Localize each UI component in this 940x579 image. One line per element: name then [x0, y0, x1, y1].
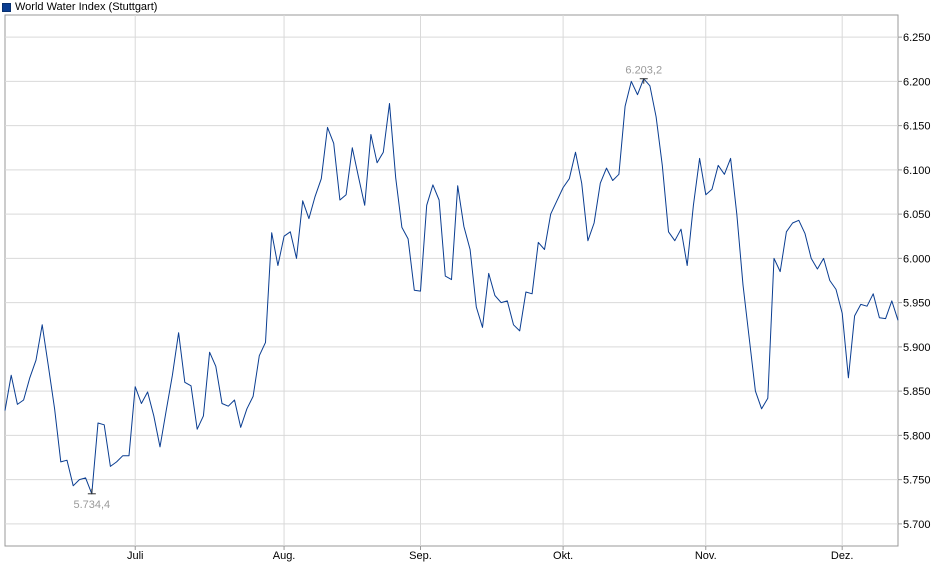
- legend-swatch: [2, 2, 11, 12]
- plot-area: [4, 14, 899, 547]
- x-tick-label: Okt.: [553, 550, 573, 562]
- y-tick-label: 5.800: [903, 430, 931, 442]
- legend-label: World Water Index (Stuttgart): [15, 1, 158, 13]
- min-label: 5.734,4: [73, 499, 110, 511]
- x-tick-label: Nov.: [695, 550, 717, 562]
- max-label: 6.203,2: [625, 65, 662, 77]
- series-line: [4, 78, 899, 495]
- y-tick-label: 6.100: [903, 165, 931, 177]
- y-tick-label: 5.700: [903, 519, 931, 531]
- y-tick-label: 5.950: [903, 298, 931, 310]
- y-tick-label: 5.850: [903, 386, 931, 398]
- y-tick-label: 5.900: [903, 342, 931, 354]
- y-tick-label: 6.250: [903, 32, 931, 44]
- y-tick-label: 6.000: [903, 253, 931, 265]
- x-tick-label: Juli: [127, 550, 144, 562]
- y-tick-label: 6.200: [903, 76, 931, 88]
- x-tick-label: Aug.: [273, 550, 296, 562]
- legend: World Water Index (Stuttgart): [2, 0, 157, 14]
- x-tick-label: Dez.: [831, 550, 854, 562]
- y-tick-label: 6.150: [903, 121, 931, 133]
- x-tick-label: Sep.: [409, 550, 432, 562]
- y-tick-label: 5.750: [903, 475, 931, 487]
- y-tick-label: 6.050: [903, 209, 931, 221]
